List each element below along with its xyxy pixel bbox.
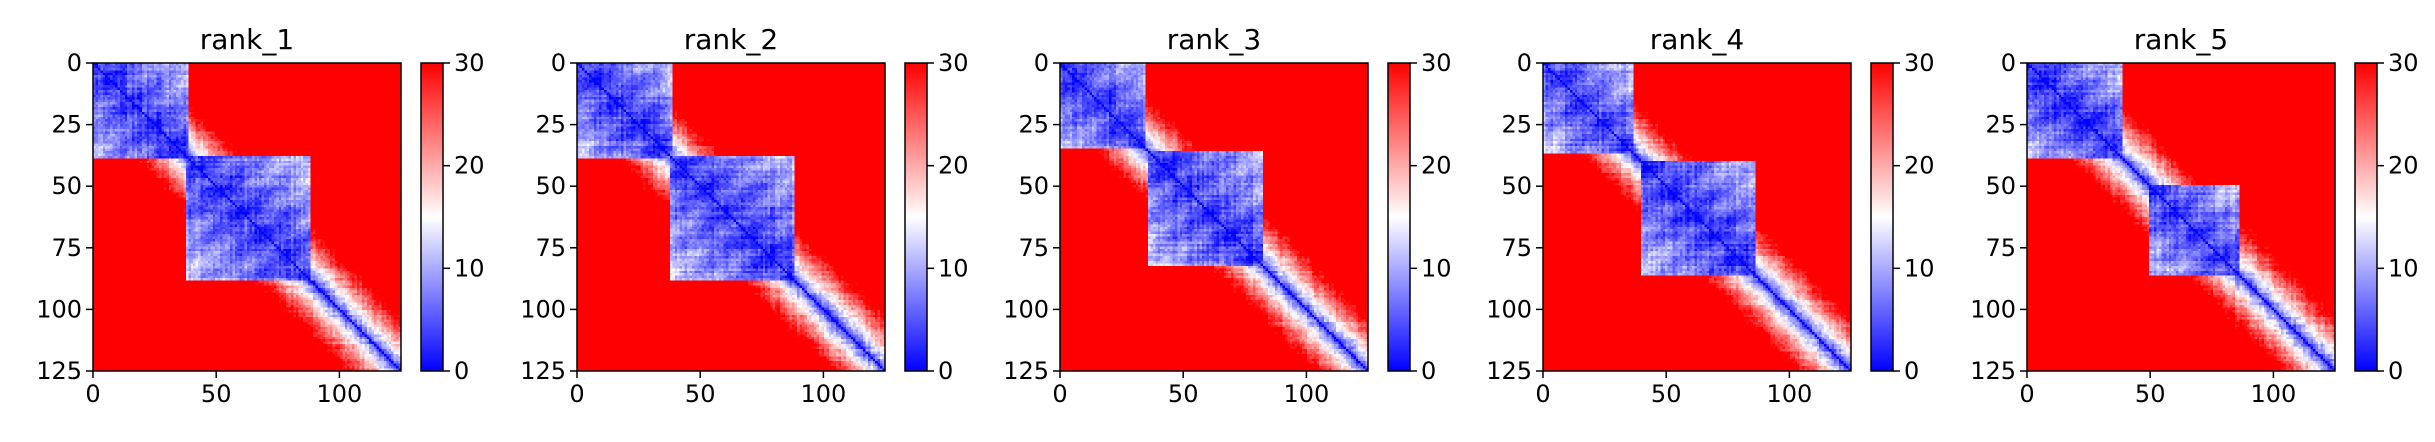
colorbar-tick-label: 0 <box>938 357 953 385</box>
colorbar <box>420 62 444 372</box>
x-tick-label: 0 <box>569 380 584 408</box>
x-tick-label: 50 <box>685 380 716 408</box>
panel-title: rank_3 <box>1167 23 1261 56</box>
colorbar-tick-label: 20 <box>1904 152 1935 180</box>
y-tick-label: 25 <box>51 111 82 139</box>
y-tick-label: 25 <box>1018 111 1049 139</box>
colorbar <box>1870 62 1894 372</box>
y-tick-label: 50 <box>1985 172 2016 200</box>
y-tick-label: 0 <box>551 49 566 77</box>
colorbar <box>2354 62 2378 372</box>
y-tick-label: 125 <box>520 357 566 385</box>
y-tick-label: 50 <box>51 172 82 200</box>
x-tick-label: 50 <box>1651 380 1682 408</box>
panel-title: rank_4 <box>1650 23 1744 56</box>
colorbar-tick-label: 30 <box>1904 49 1935 77</box>
colorbar-tick-label: 10 <box>2388 254 2419 282</box>
x-tick-label: 100 <box>800 380 846 408</box>
colorbar-tick-label: 30 <box>938 49 969 77</box>
colorbar-tick-label: 20 <box>454 152 485 180</box>
y-tick-label: 75 <box>535 234 566 262</box>
y-tick-label: 50 <box>535 172 566 200</box>
y-tick-label: 0 <box>67 49 82 77</box>
x-tick-label: 0 <box>85 380 100 408</box>
colorbar <box>904 62 928 372</box>
colorbar <box>1387 62 1411 372</box>
panel-title: rank_5 <box>2134 23 2228 56</box>
y-tick-label: 125 <box>1003 357 1049 385</box>
panel-title: rank_1 <box>200 23 294 56</box>
y-tick-label: 75 <box>1985 234 2016 262</box>
x-tick-label: 50 <box>201 380 232 408</box>
x-tick-label: 0 <box>2019 380 2034 408</box>
colorbar-tick-label: 10 <box>938 254 969 282</box>
colorbar-tick-label: 10 <box>1421 254 1452 282</box>
y-tick-label: 75 <box>1018 234 1049 262</box>
y-tick-label: 75 <box>1501 234 1532 262</box>
axes-frame <box>2026 62 2336 372</box>
y-tick-label: 25 <box>1985 111 2016 139</box>
x-tick-label: 50 <box>2135 380 2166 408</box>
colorbar-tick-label: 0 <box>454 357 469 385</box>
y-tick-label: 75 <box>51 234 82 262</box>
colorbar-tick-label: 30 <box>1421 49 1452 77</box>
y-tick-label: 100 <box>1486 295 1532 323</box>
y-tick-label: 0 <box>1517 49 1532 77</box>
y-tick-label: 125 <box>1486 357 1532 385</box>
colorbar-tick-label: 20 <box>938 152 969 180</box>
y-tick-label: 50 <box>1501 172 1532 200</box>
colorbar-tick-label: 10 <box>454 254 485 282</box>
heatmap-image <box>1060 63 1368 371</box>
colorbar-tick-label: 20 <box>2388 152 2419 180</box>
colorbar-tick-label: 0 <box>1904 357 1919 385</box>
colorbar-tick-label: 0 <box>1421 357 1436 385</box>
panel-title: rank_2 <box>684 23 778 56</box>
x-tick-label: 0 <box>1052 380 1067 408</box>
x-tick-label: 100 <box>1283 380 1329 408</box>
y-tick-label: 0 <box>2001 49 2016 77</box>
axes-frame <box>1542 62 1852 372</box>
axes-frame <box>576 62 886 372</box>
colorbar-tick-label: 30 <box>454 49 485 77</box>
heatmap-image <box>93 63 401 371</box>
x-tick-label: 100 <box>2250 380 2296 408</box>
y-tick-label: 100 <box>1003 295 1049 323</box>
heatmap-image <box>1543 63 1851 371</box>
y-tick-label: 125 <box>1970 357 2016 385</box>
colorbar-tick-label: 10 <box>1904 254 1935 282</box>
x-tick-label: 0 <box>1535 380 1550 408</box>
colorbar-tick-label: 0 <box>2388 357 2403 385</box>
y-tick-label: 25 <box>1501 111 1532 139</box>
heatmap-image <box>577 63 885 371</box>
axes-frame <box>92 62 402 372</box>
heatmap-image <box>2027 63 2335 371</box>
colorbar-tick-label: 20 <box>1421 152 1452 180</box>
axes-frame <box>1059 62 1369 372</box>
y-tick-label: 25 <box>535 111 566 139</box>
x-tick-label: 100 <box>316 380 362 408</box>
y-tick-label: 100 <box>520 295 566 323</box>
y-tick-label: 125 <box>36 357 82 385</box>
x-tick-label: 100 <box>1766 380 1812 408</box>
y-tick-label: 100 <box>1970 295 2016 323</box>
colorbar-tick-label: 30 <box>2388 49 2419 77</box>
y-tick-label: 50 <box>1018 172 1049 200</box>
x-tick-label: 50 <box>1168 380 1199 408</box>
y-tick-label: 100 <box>36 295 82 323</box>
y-tick-label: 0 <box>1034 49 1049 77</box>
